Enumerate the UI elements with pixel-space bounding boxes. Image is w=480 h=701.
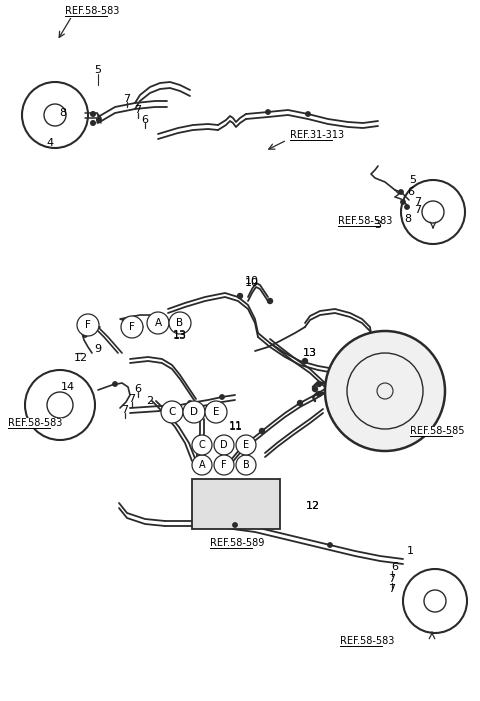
Text: 6: 6 bbox=[142, 115, 148, 125]
Text: A: A bbox=[199, 460, 205, 470]
Text: REF.58-585: REF.58-585 bbox=[410, 426, 465, 436]
Circle shape bbox=[260, 428, 264, 433]
Text: 2: 2 bbox=[146, 396, 154, 406]
Text: B: B bbox=[242, 460, 250, 470]
Circle shape bbox=[267, 299, 273, 304]
Text: 11: 11 bbox=[229, 422, 243, 432]
Circle shape bbox=[205, 401, 227, 423]
Text: 6: 6 bbox=[408, 187, 415, 197]
Text: 5: 5 bbox=[95, 65, 101, 75]
Text: 11: 11 bbox=[229, 421, 243, 431]
Text: E: E bbox=[213, 407, 219, 417]
Circle shape bbox=[77, 314, 99, 336]
Circle shape bbox=[298, 400, 302, 405]
Text: 6: 6 bbox=[392, 562, 398, 572]
Circle shape bbox=[91, 111, 96, 116]
Text: 12: 12 bbox=[74, 353, 88, 363]
Text: REF.58-589: REF.58-589 bbox=[210, 538, 264, 548]
Text: 13: 13 bbox=[173, 330, 187, 340]
Circle shape bbox=[113, 382, 117, 386]
Circle shape bbox=[183, 401, 205, 423]
Text: D: D bbox=[190, 407, 198, 417]
Circle shape bbox=[399, 190, 403, 194]
Text: 8: 8 bbox=[405, 214, 411, 224]
Text: 7: 7 bbox=[129, 394, 135, 404]
Text: REF.31-313: REF.31-313 bbox=[290, 130, 344, 140]
Circle shape bbox=[161, 401, 183, 423]
Text: 7: 7 bbox=[388, 574, 396, 584]
Circle shape bbox=[316, 381, 322, 386]
Text: 7: 7 bbox=[388, 584, 396, 594]
Circle shape bbox=[236, 435, 256, 455]
Text: 7: 7 bbox=[414, 197, 421, 207]
Circle shape bbox=[312, 386, 317, 391]
Circle shape bbox=[328, 543, 332, 547]
Text: 10: 10 bbox=[245, 276, 259, 286]
Text: 13: 13 bbox=[173, 331, 187, 341]
Text: 7: 7 bbox=[134, 105, 142, 115]
Text: REF.58-583: REF.58-583 bbox=[338, 216, 392, 226]
Text: 13: 13 bbox=[303, 348, 317, 358]
Text: 14: 14 bbox=[61, 382, 75, 392]
Circle shape bbox=[214, 455, 234, 475]
Text: REF.58-583: REF.58-583 bbox=[340, 636, 395, 646]
Text: F: F bbox=[221, 460, 227, 470]
Circle shape bbox=[238, 294, 242, 299]
Text: 3: 3 bbox=[374, 220, 382, 230]
Text: C: C bbox=[168, 407, 176, 417]
Text: 8: 8 bbox=[60, 108, 67, 118]
Circle shape bbox=[147, 312, 169, 334]
Text: 4: 4 bbox=[47, 138, 54, 148]
Circle shape bbox=[316, 391, 322, 397]
Bar bbox=[192, 479, 280, 529]
Text: 12: 12 bbox=[306, 501, 320, 511]
Text: 12: 12 bbox=[306, 501, 320, 511]
Circle shape bbox=[192, 435, 212, 455]
Text: D: D bbox=[220, 440, 228, 450]
Text: 7: 7 bbox=[123, 94, 131, 104]
Circle shape bbox=[83, 333, 87, 337]
Circle shape bbox=[306, 111, 310, 116]
Text: C: C bbox=[199, 440, 205, 450]
Text: F: F bbox=[129, 322, 135, 332]
Circle shape bbox=[121, 316, 143, 338]
Text: REF.58-583: REF.58-583 bbox=[65, 6, 120, 16]
Circle shape bbox=[325, 331, 445, 451]
Text: 5: 5 bbox=[409, 175, 417, 185]
Circle shape bbox=[405, 205, 409, 209]
Circle shape bbox=[220, 395, 224, 399]
Text: 10: 10 bbox=[245, 278, 259, 288]
Circle shape bbox=[401, 200, 405, 204]
Text: 9: 9 bbox=[95, 344, 102, 354]
Text: F: F bbox=[85, 320, 91, 330]
Circle shape bbox=[214, 435, 234, 455]
Circle shape bbox=[266, 110, 270, 114]
Text: E: E bbox=[243, 440, 249, 450]
Text: 7: 7 bbox=[414, 205, 421, 215]
Text: A: A bbox=[155, 318, 162, 328]
Circle shape bbox=[233, 523, 237, 527]
Circle shape bbox=[96, 118, 101, 122]
Circle shape bbox=[192, 455, 212, 475]
Text: 6: 6 bbox=[134, 384, 142, 394]
Circle shape bbox=[302, 358, 308, 364]
Circle shape bbox=[188, 401, 192, 405]
Text: REF.58-583: REF.58-583 bbox=[8, 418, 62, 428]
Text: 13: 13 bbox=[303, 348, 317, 358]
Text: B: B bbox=[177, 318, 183, 328]
Circle shape bbox=[91, 121, 96, 125]
Circle shape bbox=[169, 312, 191, 334]
Text: 1: 1 bbox=[407, 546, 413, 556]
Text: 7: 7 bbox=[121, 405, 129, 415]
Circle shape bbox=[236, 455, 256, 475]
